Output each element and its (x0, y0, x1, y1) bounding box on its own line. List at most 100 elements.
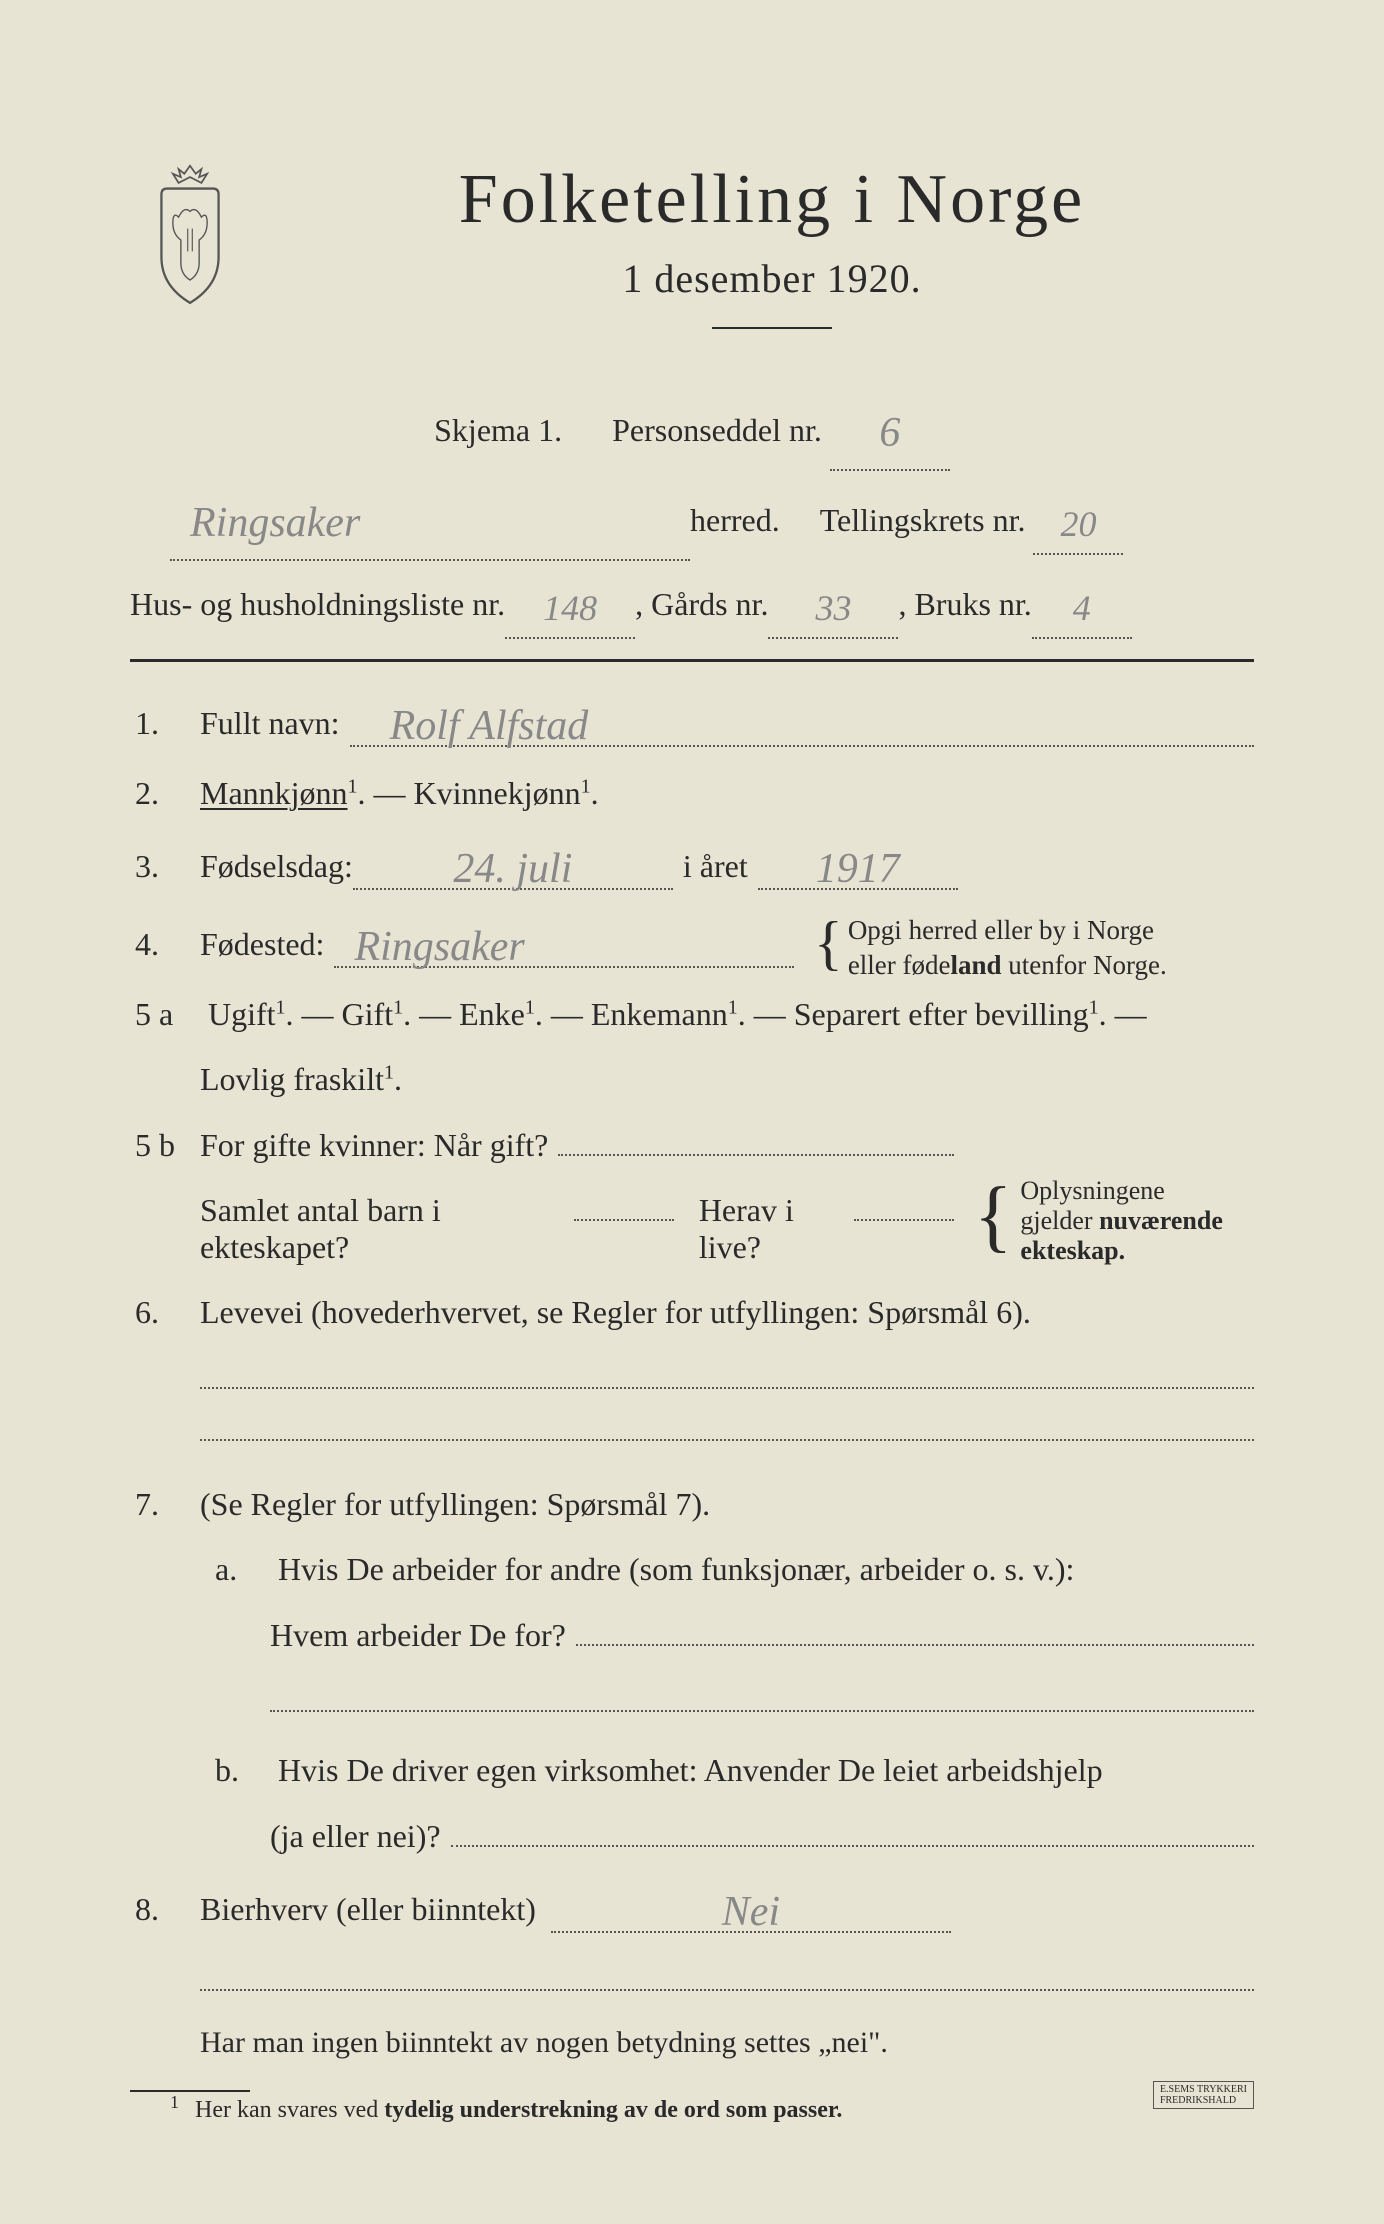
q8-row: 8. Bierhverv (eller biinntekt) Nei (200, 1883, 1254, 1933)
q3-label: Fødselsdag: (200, 848, 353, 885)
q5a-number: 5 a (135, 996, 200, 1033)
q2-number: 2. (135, 775, 200, 812)
q5a-text: Ugift1. — Gift1. — Enke1. — Enkemann1. —… (208, 996, 1147, 1032)
q1-label: Fullt navn: (200, 705, 340, 742)
q5b-label1: For gifte kvinner: Når gift? (200, 1127, 548, 1164)
bruks-field: 4 (1032, 569, 1132, 639)
q3-number: 3. (135, 848, 200, 885)
q5a-row: 5 a Ugift1. — Gift1. — Enke1. — Enkemann… (200, 996, 1254, 1033)
q2-row: 2. Mannkjønn1. — Kvinnekjønn1. (200, 775, 1254, 812)
q7b-field (451, 1817, 1254, 1847)
herred-line: Ringsaker herred. Tellingskrets nr. 20 (130, 479, 1254, 561)
bruks-label: , Bruks nr. (898, 574, 1031, 635)
q7a-letter: a. (215, 1551, 270, 1588)
gards-value: 33 (815, 588, 851, 628)
q7b-text: Hvis De driver egen virksomhet: Anvender… (278, 1752, 1103, 1788)
gards-label: , Gårds nr. (635, 574, 768, 635)
subtitle: 1 desember 1920. (290, 255, 1254, 302)
q4-note: { Opgi herred eller by i Norge eller fød… (814, 913, 1254, 983)
q7a-text2: Hvem arbeider De for? (270, 1617, 566, 1654)
q5b-note1: Oplysningene (1020, 1176, 1164, 1205)
personseddel-group: Personseddel nr. 6 (612, 389, 950, 471)
q1-value: Rolf Alfstad (350, 703, 589, 749)
q1-number: 1. (135, 705, 200, 742)
footnote-text-before: Her kan svares ved (195, 2097, 384, 2123)
q7a-row: a. Hvis De arbeider for andre (som funks… (200, 1551, 1254, 1588)
q3-year-label: i året (683, 848, 748, 885)
q5b-field2 (574, 1219, 674, 1221)
q4-number: 4. (135, 926, 200, 963)
q5b-number: 5 b (135, 1127, 200, 1164)
title-block: Folketelling i Norge 1 desember 1920. (290, 160, 1254, 359)
printer-mark: E.SEMS TRYKKERIFREDRIKSHALD (1153, 2081, 1254, 2109)
bottom-note: Har man ingen biinntekt av nogen betydni… (200, 2026, 1254, 2060)
herred-field: Ringsaker (170, 479, 690, 561)
q6-number: 6. (135, 1294, 200, 1331)
q8-number: 8. (135, 1891, 200, 1928)
q5b-label2: Samlet antal barn i ekteskapet? (200, 1192, 574, 1266)
q6-row: 6. Levevei (hovederhvervet, se Regler fo… (200, 1294, 1254, 1331)
q7-row: 7. (Se Regler for utfyllingen: Spørsmål … (200, 1486, 1254, 1523)
coat-of-arms-icon (130, 160, 250, 320)
footnote-sup: 1 (170, 2092, 179, 2112)
footnote-text-bold: tydelig understrekning av de ord som pas… (384, 2097, 842, 2123)
q7a-field2 (270, 1682, 1254, 1712)
hus-line: Hus- og husholdningsliste nr. 148 , Gård… (130, 569, 1254, 639)
q7-text: (Se Regler for utfyllingen: Spørsmål 7). (200, 1486, 710, 1523)
q3-row: 3. Fødselsdag: 24. juli i året 1917 (200, 840, 1254, 890)
q5b-field1 (558, 1126, 954, 1156)
q6-field1 (200, 1359, 1254, 1389)
tellingskrets-value: 20 (1060, 504, 1096, 544)
q5b-note: { Oplysningene gjelder nuværende ekteska… (974, 1176, 1254, 1266)
q5b-note3: ekteskap. (1020, 1236, 1125, 1265)
q7a-field (576, 1616, 1254, 1646)
q4-note-line1: Opgi herred eller by i Norge (848, 915, 1154, 945)
q7b-row: b. Hvis De driver egen virksomhet: Anven… (200, 1752, 1254, 1789)
q7b-letter: b. (215, 1752, 270, 1789)
tellingskrets-field: 20 (1033, 485, 1123, 555)
q3-day-field: 24. juli (353, 840, 673, 890)
q2-text: Mannkjønn1. — Kvinnekjønn1. (200, 775, 599, 812)
document-header: Folketelling i Norge 1 desember 1920. (130, 160, 1254, 359)
q5b-row1: 5 b For gifte kvinner: Når gift? { Oplys… (200, 1126, 1254, 1164)
q5a-cont: Lovlig fraskilt1. (200, 1061, 1254, 1098)
personseddel-field: 6 (830, 389, 950, 471)
q4-label: Fødested: (200, 926, 324, 963)
title-divider (712, 327, 832, 329)
q7b-text2: (ja eller nei)? (270, 1818, 441, 1855)
q5b-label3: Herav i live? (699, 1192, 854, 1266)
footnote: 1 Her kan svares ved tydelig understrekn… (130, 2092, 1254, 2124)
herred-value: Ringsaker (190, 500, 360, 546)
q3-year-value: 1917 (816, 846, 900, 892)
q7-number: 7. (135, 1486, 200, 1523)
q1-row: 1. Fullt navn: Rolf Alfstad (200, 697, 1254, 747)
q7a-row2: Hvem arbeider De for? (200, 1616, 1254, 1654)
q8-label: Bierhverv (eller biinntekt) (200, 1891, 536, 1928)
hus-label: Hus- og husholdningsliste nr. (130, 574, 505, 635)
bruks-value: 4 (1073, 588, 1091, 628)
main-title: Folketelling i Norge (290, 160, 1254, 240)
herred-label: herred. (690, 490, 780, 551)
q3-day-value: 24. juli (453, 846, 572, 892)
gards-field: 33 (768, 569, 898, 639)
q5b-field3 (854, 1219, 954, 1221)
q1-field: Rolf Alfstad (350, 697, 1254, 747)
q8-field2 (200, 1961, 1254, 1991)
q3-year-field: 1917 (758, 840, 958, 890)
q6-text: Levevei (hovederhvervet, se Regler for u… (200, 1294, 1031, 1331)
q7b-row2: (ja eller nei)? (200, 1817, 1254, 1855)
q8-value: Nei (722, 1889, 780, 1935)
personseddel-label: Personseddel nr. (612, 412, 822, 448)
q5a-text2: Lovlig fraskilt1. (200, 1061, 402, 1097)
q6-field2 (200, 1411, 1254, 1441)
q4-field: Ringsaker (334, 918, 794, 968)
hus-value: 148 (543, 588, 597, 628)
brace-icon: { (974, 1176, 1012, 1256)
q4-value: Ringsaker (334, 924, 524, 970)
census-form-document: Folketelling i Norge 1 desember 1920. Sk… (20, 40, 1364, 2184)
main-divider (130, 659, 1254, 662)
q8-field: Nei (551, 1883, 951, 1933)
brace-icon: { (814, 913, 843, 973)
q4-note-line2: eller fødeland utenfor Norge. (848, 950, 1167, 980)
personseddel-value: 6 (879, 410, 900, 456)
